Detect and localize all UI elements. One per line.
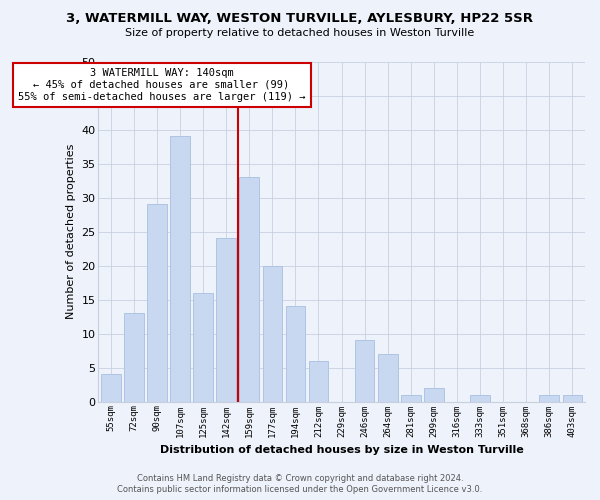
Bar — [193, 293, 213, 402]
Bar — [101, 374, 121, 402]
Bar — [424, 388, 443, 402]
Text: Contains HM Land Registry data © Crown copyright and database right 2024.
Contai: Contains HM Land Registry data © Crown c… — [118, 474, 482, 494]
Bar — [124, 313, 144, 402]
Text: 3 WATERMILL WAY: 140sqm
← 45% of detached houses are smaller (99)
55% of semi-de: 3 WATERMILL WAY: 140sqm ← 45% of detache… — [18, 68, 305, 102]
Bar — [355, 340, 374, 402]
Bar — [286, 306, 305, 402]
Bar — [217, 238, 236, 402]
X-axis label: Distribution of detached houses by size in Weston Turville: Distribution of detached houses by size … — [160, 445, 523, 455]
Bar — [470, 395, 490, 402]
Bar — [563, 395, 582, 402]
Bar — [147, 204, 167, 402]
Bar — [170, 136, 190, 402]
Bar — [308, 361, 328, 402]
Bar — [539, 395, 559, 402]
Text: 3, WATERMILL WAY, WESTON TURVILLE, AYLESBURY, HP22 5SR: 3, WATERMILL WAY, WESTON TURVILLE, AYLES… — [67, 12, 533, 26]
Bar — [378, 354, 398, 402]
Y-axis label: Number of detached properties: Number of detached properties — [65, 144, 76, 320]
Text: Size of property relative to detached houses in Weston Turville: Size of property relative to detached ho… — [125, 28, 475, 38]
Bar — [401, 395, 421, 402]
Bar — [239, 177, 259, 402]
Bar — [263, 266, 282, 402]
